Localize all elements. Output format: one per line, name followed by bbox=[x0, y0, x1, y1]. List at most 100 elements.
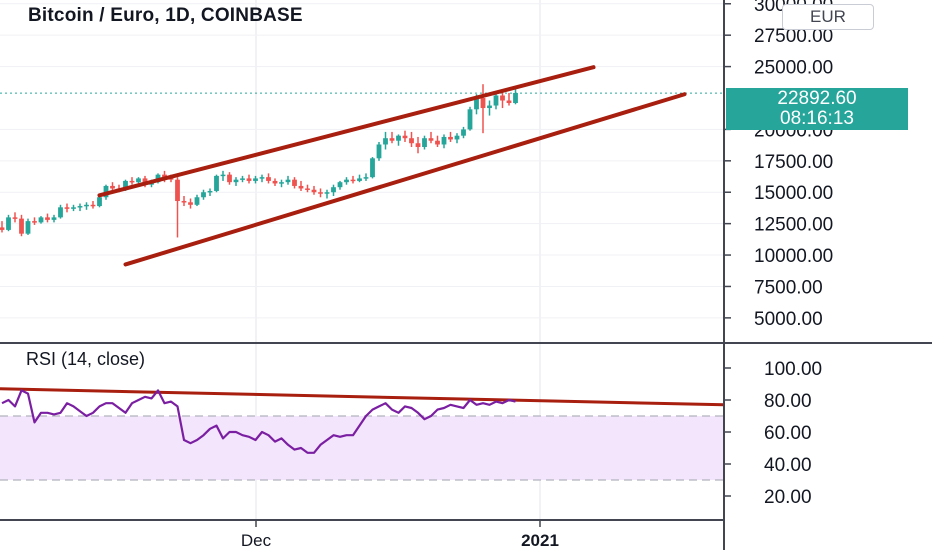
candle-body bbox=[480, 98, 486, 109]
candle-body bbox=[266, 177, 271, 181]
rsi-tick-label: 60.00 bbox=[764, 423, 812, 444]
rsi-axis[interactable]: 20.00 40.00 60.00 80.00 100.00 bbox=[724, 359, 822, 508]
rsi-tick-label: 20.00 bbox=[764, 487, 812, 508]
candle-body bbox=[506, 100, 512, 104]
candle-body bbox=[441, 136, 447, 145]
candle-body bbox=[181, 201, 187, 203]
candle-body bbox=[103, 185, 109, 198]
candle-body bbox=[500, 95, 505, 101]
candle-body bbox=[51, 217, 57, 220]
candle-body bbox=[214, 175, 219, 191]
candle-body bbox=[448, 136, 453, 140]
candle-body bbox=[77, 206, 83, 208]
candle-body bbox=[97, 197, 102, 207]
candle-body bbox=[207, 190, 213, 193]
currency-button[interactable]: EUR bbox=[782, 4, 874, 30]
candle-body bbox=[318, 192, 323, 194]
candle-body bbox=[422, 138, 427, 147]
price-tick-label: 7500.00 bbox=[754, 277, 823, 298]
price-tick-label: 10000.00 bbox=[754, 246, 833, 267]
candle-body bbox=[435, 140, 440, 145]
trendline-layer bbox=[0, 65, 725, 407]
candle-body bbox=[396, 135, 401, 141]
candle-body bbox=[415, 143, 421, 147]
time-axis[interactable]: Dec 2021 bbox=[241, 520, 559, 550]
candle-body bbox=[194, 197, 200, 205]
candle-body bbox=[45, 217, 50, 220]
time-tick-label: 2021 bbox=[521, 531, 559, 550]
candle-body bbox=[357, 178, 362, 181]
candle-body bbox=[428, 138, 434, 141]
candle-body bbox=[71, 207, 76, 209]
candle-body bbox=[90, 204, 96, 207]
candle-body bbox=[279, 182, 284, 184]
candle-body bbox=[292, 179, 297, 186]
candle-body bbox=[461, 129, 466, 136]
rsi-descending-trendline bbox=[0, 387, 725, 407]
candle-body bbox=[344, 179, 349, 183]
channel-lower-trendline bbox=[123, 92, 687, 267]
candle-body bbox=[487, 105, 492, 109]
candle-body bbox=[305, 188, 310, 190]
candle-body bbox=[32, 221, 37, 223]
candle-body bbox=[298, 185, 304, 189]
candle-body bbox=[188, 202, 193, 205]
candle-body bbox=[376, 144, 382, 159]
candle-body bbox=[337, 182, 343, 188]
candle-body bbox=[272, 180, 278, 184]
candle-body bbox=[389, 138, 395, 141]
price-tick-label: 25000.00 bbox=[754, 58, 833, 79]
price-tick-label: 12500.00 bbox=[754, 215, 833, 236]
rsi-indicator-title[interactable]: RSI (14, close) bbox=[26, 349, 146, 369]
price-tick-label: 15000.00 bbox=[754, 183, 833, 204]
countdown-badge: 08:16:13 bbox=[726, 108, 908, 130]
time-tick-label: Dec bbox=[241, 531, 272, 550]
candle-body bbox=[324, 192, 330, 194]
candle-body bbox=[38, 217, 44, 223]
candle-body bbox=[409, 138, 414, 144]
candle-body bbox=[25, 221, 31, 234]
candlestick-series bbox=[0, 84, 724, 238]
candle-body bbox=[201, 192, 206, 198]
price-axis[interactable]: 5000.00 7500.00 10000.00 12500.00 15000.00 17… bbox=[724, 0, 833, 330]
candle-body bbox=[64, 207, 70, 209]
candle-body bbox=[363, 177, 369, 179]
candle-body bbox=[12, 217, 18, 219]
rsi-tick-label: 100.00 bbox=[764, 359, 822, 380]
candle-body bbox=[402, 135, 408, 139]
last-price-badge: 22892.60 bbox=[726, 88, 908, 110]
price-tick-label: 27500.00 bbox=[754, 26, 833, 47]
candle-body bbox=[162, 174, 167, 178]
candle-body bbox=[123, 180, 128, 190]
candle-body bbox=[370, 158, 375, 178]
candle-body bbox=[233, 179, 239, 183]
candle-body bbox=[227, 174, 232, 183]
candle-body bbox=[513, 92, 518, 104]
rsi-line-layer bbox=[1, 389, 516, 454]
candle-body bbox=[58, 207, 63, 218]
candle-body bbox=[136, 178, 141, 183]
candle-body bbox=[175, 179, 180, 202]
candle-body bbox=[259, 177, 265, 179]
candle-body bbox=[129, 180, 135, 183]
candle-body bbox=[6, 217, 11, 230]
grid-lines bbox=[0, 0, 724, 520]
channel-upper-trendline bbox=[97, 65, 596, 198]
candle-body bbox=[331, 187, 336, 193]
candle-body bbox=[19, 218, 24, 234]
candle-body bbox=[350, 179, 356, 182]
price-tick-label: 17500.00 bbox=[754, 152, 833, 173]
candle-body bbox=[383, 138, 388, 145]
rsi-band-layer bbox=[0, 415, 724, 481]
chart-title: Bitcoin / Euro, 1D, COINBASE bbox=[28, 5, 303, 26]
candle-body bbox=[84, 204, 89, 207]
rsi-tick-label: 40.00 bbox=[764, 455, 812, 476]
candle-body bbox=[253, 178, 258, 181]
candle-body bbox=[454, 135, 460, 140]
price-tick-label: 5000.00 bbox=[754, 309, 823, 330]
candle-body bbox=[110, 185, 115, 189]
candle-body bbox=[311, 189, 317, 193]
candle-body bbox=[220, 174, 226, 177]
